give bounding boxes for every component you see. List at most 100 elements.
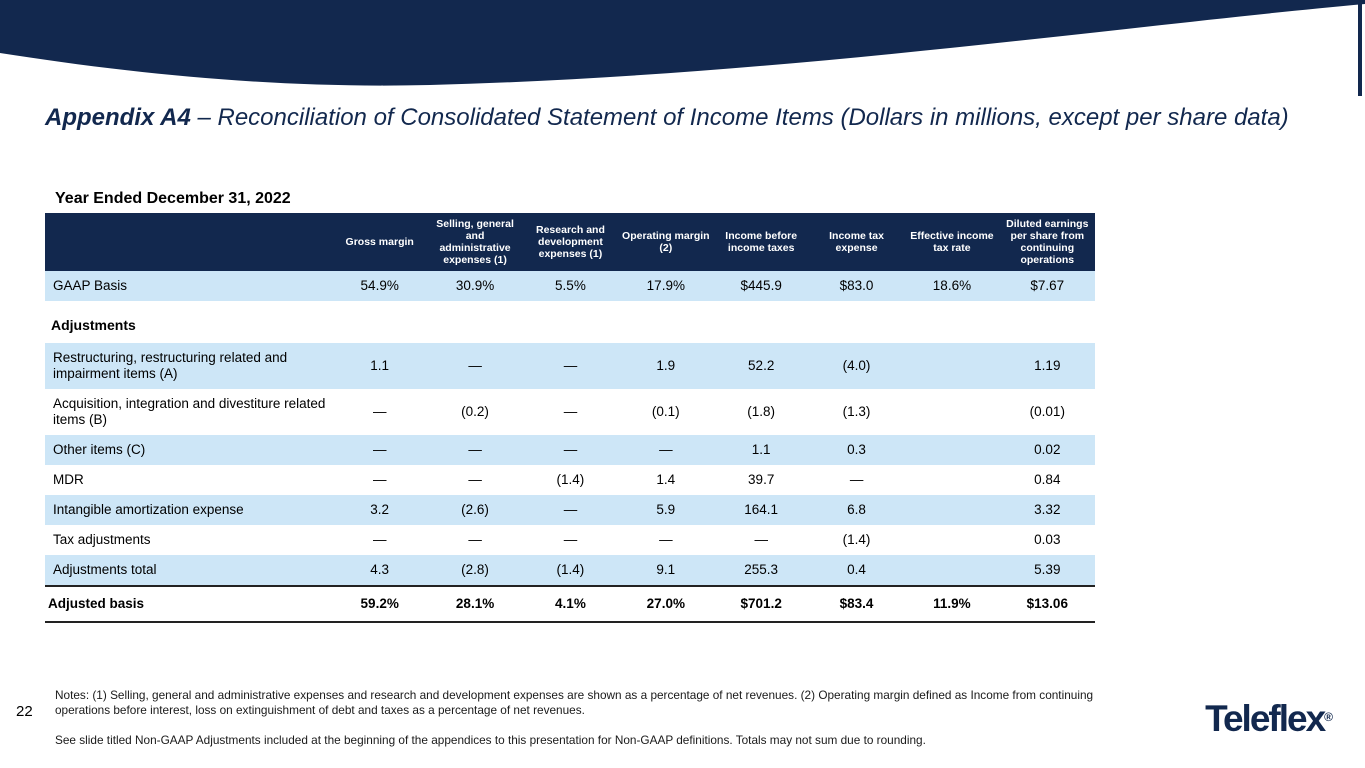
cell-value: $83.0 — [839, 278, 874, 293]
row-label: Intangible amortization expense — [53, 502, 244, 517]
cell-value: — — [372, 404, 387, 419]
column-header: Gross margin — [332, 213, 428, 271]
cell-value: — — [563, 532, 578, 547]
column-header: Operating margin (2) — [618, 213, 714, 271]
logo-text: Teleflex — [1205, 698, 1326, 739]
cell-value: 1.1 — [370, 358, 390, 373]
cell-value: 6.8 — [847, 502, 866, 517]
cell-value: 1.1 — [751, 442, 771, 457]
total-row: Adjusted basis 59.2% 28.1% 4.1% 27.0% $701.2 $… — [45, 585, 1095, 623]
cell-value: — — [563, 358, 578, 373]
table-row: Other items (C) — — — — 1.1 0.3 0.02 — [45, 435, 1095, 465]
cell-value: — — [754, 532, 768, 547]
cell-value: — — [372, 472, 387, 487]
row-label: Restructuring, restructuring related and… — [53, 350, 288, 381]
cell-value: $445.9 — [740, 278, 782, 293]
page-number: 22 — [16, 703, 33, 720]
cell-value: 1.9 — [656, 358, 676, 373]
cell-value: — — [849, 472, 864, 487]
cell-value: 3.2 — [370, 502, 390, 517]
cell-value: (0.2) — [461, 404, 489, 419]
cell-value — [904, 555, 999, 586]
cell-value: — — [563, 404, 578, 419]
cell-value: 0.84 — [1034, 472, 1061, 487]
cell-value: 28.1% — [427, 585, 523, 623]
table-row: Tax adjustments — — — — — (1.4) 0.03 — [45, 525, 1095, 555]
top-banner — [0, 0, 1365, 110]
cell-value: $83.4 — [808, 585, 905, 623]
cell-value: (4.0) — [842, 358, 871, 373]
cell-value: 164.1 — [744, 502, 779, 517]
cell-value — [904, 435, 999, 465]
cell-value: — — [372, 532, 387, 547]
table-row: GAAP Basis 54.9% 30.9% 5.5% 17.9% $445.9 $83.0… — [45, 271, 1095, 301]
column-header: Diluted earnings per share from continui… — [999, 213, 1095, 271]
cell-value: 0.02 — [1034, 442, 1061, 457]
table-row: Restructuring, restructuring related and… — [45, 343, 1095, 389]
registered-mark: ® — [1324, 710, 1333, 724]
cell-value — [904, 389, 999, 435]
row-label: Adjustments — [45, 301, 1095, 343]
footnote-1: Notes: (1) Selling, general and administ… — [55, 688, 1094, 717]
column-header: Income before income taxes — [713, 213, 809, 271]
cell-value: — — [468, 472, 482, 487]
row-label: MDR — [53, 472, 84, 487]
row-label: Tax adjustments — [53, 532, 151, 547]
reconciliation-table-wrap: Gross margin Selling, general and adminis… — [45, 213, 1095, 623]
row-label: Acquisition, integration and divestiture… — [53, 396, 326, 427]
cell-value: $701.2 — [713, 585, 809, 623]
cell-value: 5.9 — [656, 502, 676, 517]
table-header-row: Gross margin Selling, general and adminis… — [45, 213, 1095, 271]
cell-value: (1.4) — [556, 562, 585, 577]
row-label: GAAP Basis — [53, 278, 128, 293]
table-row: Intangible amortization expense 3.2 (2.6) —… — [45, 495, 1095, 525]
teleflex-logo: Teleflex® — [1205, 698, 1333, 740]
row-label-header — [45, 213, 332, 271]
cell-value: (2.8) — [461, 562, 489, 577]
row-label: Other items (C) — [53, 442, 146, 457]
cell-value — [904, 495, 999, 525]
cell-value: 0.03 — [1034, 532, 1061, 547]
cell-value: 5.39 — [1034, 562, 1061, 577]
cell-value: — — [659, 442, 673, 457]
footnotes: Notes: (1) Selling, general and administ… — [55, 688, 1137, 748]
cell-value: 3.32 — [1034, 502, 1061, 517]
cell-value: 4.1% — [522, 585, 619, 623]
cell-value: $13.06 — [999, 585, 1095, 623]
section-row: Adjustments — [45, 301, 1095, 343]
cell-value: 4.3 — [370, 562, 390, 577]
cell-value: (0.01) — [1029, 404, 1065, 419]
cell-value: 1.4 — [656, 472, 676, 487]
cell-value: 18.6% — [932, 278, 972, 293]
slide-title: Appendix A4 – Reconciliation of Consolid… — [45, 102, 1300, 133]
cell-value: — — [468, 358, 482, 373]
cell-value: (2.6) — [461, 502, 489, 517]
table-row: MDR — — (1.4) 1.4 39.7 — 0.84 — [45, 465, 1095, 495]
cell-value: — — [372, 442, 387, 457]
reconciliation-table: Gross margin Selling, general and adminis… — [45, 213, 1095, 623]
cell-value: 11.9% — [904, 585, 1000, 623]
cell-value: 9.1 — [656, 562, 676, 577]
slide-title-rest: – Reconciliation of Consolidated Stateme… — [190, 104, 1289, 131]
cell-value — [904, 343, 999, 389]
column-header: Research and development expenses (1) — [522, 213, 619, 271]
cell-value: (1.4) — [556, 472, 585, 487]
cell-value — [904, 465, 999, 495]
cell-value: 30.9% — [455, 278, 495, 293]
cell-value: — — [468, 532, 482, 547]
column-header: Selling, general and administrative expe… — [427, 213, 523, 271]
table-body: GAAP Basis 54.9% 30.9% 5.5% 17.9% $445.9 $83.0… — [45, 271, 1095, 623]
cell-value: $7.67 — [1030, 278, 1065, 293]
slide-title-prefix: Appendix A4 — [45, 104, 191, 131]
row-label: Adjusted basis — [45, 585, 332, 623]
table-caption: Year Ended December 31, 2022 — [55, 190, 291, 207]
cell-value: — — [468, 442, 482, 457]
cell-value: 0.3 — [847, 442, 866, 457]
table-row: Acquisition, integration and divestiture… — [45, 389, 1095, 435]
cell-value: 5.5% — [555, 278, 586, 293]
cell-value: — — [563, 502, 578, 517]
cell-value: — — [563, 442, 578, 457]
footnote-2: See slide titled Non-GAAP Adjustments in… — [55, 733, 926, 747]
column-header: Effective income tax rate — [904, 213, 1000, 271]
cell-value: 27.0% — [618, 585, 714, 623]
